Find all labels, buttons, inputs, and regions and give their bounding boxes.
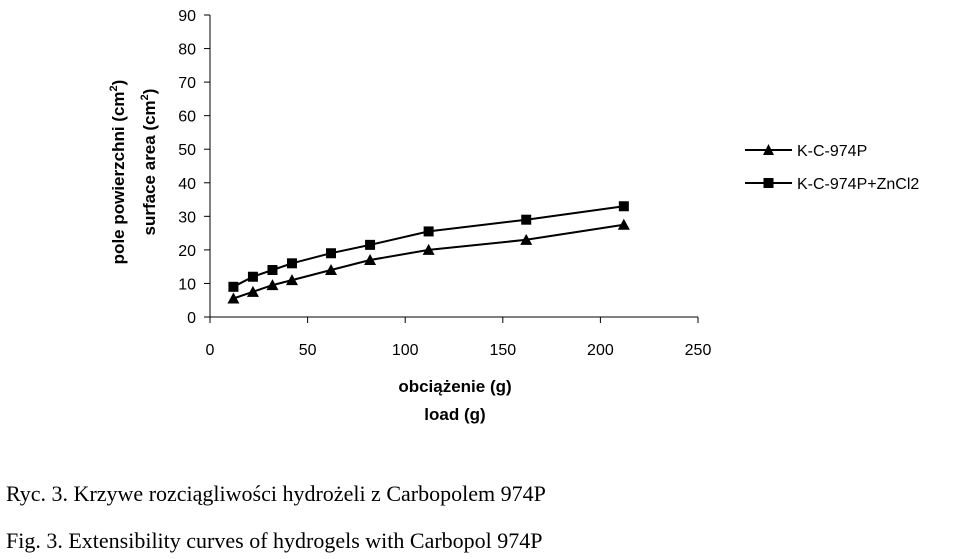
y-axis-title-pl: pole powierzchni (cm2) <box>108 80 128 265</box>
y-tick-label: 50 <box>178 142 196 159</box>
data-point <box>228 281 239 292</box>
data-point <box>325 264 338 276</box>
y-tick-label: 70 <box>178 75 196 92</box>
y-axis-title-en-sup: 2 <box>139 94 151 100</box>
legend: K-C-974P K-C-974P+ZnCl2 <box>745 143 919 193</box>
y-axis-title-en-text: surface area (cm <box>140 100 159 235</box>
y-tick-label: 0 <box>187 310 196 327</box>
plot-area <box>209 15 698 318</box>
x-tick-label: 150 <box>489 342 516 359</box>
x-tick-label: 0 <box>206 342 215 359</box>
data-point <box>365 239 376 250</box>
data-point <box>286 258 297 269</box>
x-axis-title-en: load (g) <box>424 405 485 424</box>
data-point <box>326 248 337 259</box>
y-axis-title-pl-text: pole powierzchni (cm <box>109 91 128 264</box>
x-tick-label: 100 <box>392 342 419 359</box>
y-tick-labels: 0 10 20 30 40 50 60 70 80 90 <box>178 8 210 327</box>
y-tick-label: 90 <box>178 8 196 25</box>
x-tick-labels: 0 50 100 150 200 250 <box>206 317 712 359</box>
data-point <box>364 253 377 265</box>
svg-text:surface area (cm2): surface area (cm2) <box>139 89 159 236</box>
svg-text:pole powierzchni (cm2): pole powierzchni (cm2) <box>108 80 128 265</box>
x-tick-label: 250 <box>685 342 712 359</box>
data-point <box>422 243 435 255</box>
data-point <box>520 233 533 245</box>
data-point <box>618 201 629 212</box>
series-1 <box>228 201 629 292</box>
y-axis-title-pl-sup: 2 <box>108 85 120 91</box>
y-tick-label: 80 <box>178 42 196 59</box>
y-axis-title-en-close: ) <box>140 89 159 95</box>
data-point <box>227 292 240 304</box>
y-axis-title-en: surface area (cm2) <box>139 89 159 236</box>
caption-en: Fig. 3. Extensibility curves of hydrogel… <box>6 528 543 553</box>
data-point <box>521 214 532 225</box>
series-0 <box>227 218 630 304</box>
data-point <box>247 271 258 282</box>
chart: 0 50 100 150 200 250 0 10 20 30 40 50 60 70 80 90 obci… <box>108 8 919 424</box>
legend-label-1: K-C-974P+ZnCl2 <box>797 176 919 193</box>
legend-square-marker <box>763 178 774 188</box>
y-tick-label: 10 <box>178 276 196 293</box>
data-point <box>267 265 278 276</box>
legend-triangle-marker <box>763 144 774 155</box>
x-tick-label: 200 <box>587 342 614 359</box>
y-tick-label: 20 <box>178 243 196 260</box>
legend-label-0: K-C-974P <box>797 143 867 160</box>
data-point <box>266 279 279 291</box>
data-point <box>285 274 298 286</box>
data-point <box>246 285 259 297</box>
y-tick-label: 40 <box>178 176 196 193</box>
y-axis-title-pl-close: ) <box>109 80 128 86</box>
data-point <box>423 226 434 237</box>
y-tick-label: 30 <box>178 209 196 226</box>
x-tick-label: 50 <box>299 342 317 359</box>
caption-pl: Ryc. 3. Krzywe rozciągliwości hydrożeli … <box>6 481 546 506</box>
y-tick-label: 60 <box>178 109 196 126</box>
data-point <box>617 218 630 230</box>
x-axis-title-pl: obciążenie (g) <box>398 377 511 396</box>
